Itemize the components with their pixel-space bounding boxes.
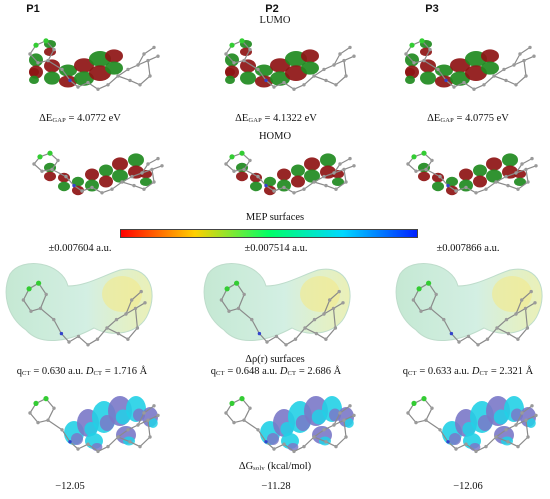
density-difference-p2: [210, 381, 360, 466]
solvation-energy-p1: −12.05: [55, 481, 85, 492]
mep-surface-p3: [392, 256, 550, 355]
density-difference-p3: [392, 381, 542, 466]
energy-gap-p1: ΔEGAP = 4.0772 eV: [39, 113, 121, 124]
mep-surface-p1: [2, 256, 160, 355]
lumo-orbital-p2: [210, 26, 360, 111]
energy-gap-p2: ΔEGAP = 4.1322 eV: [235, 113, 317, 124]
mep-range-p3: ±0.007866 a.u.: [436, 243, 500, 254]
lumo-orbital-p3: [390, 26, 540, 111]
column-header-p3: P3: [425, 3, 439, 15]
charge-transfer-p3: qCT = 0.633 a.u. DCT = 2.321 Å: [402, 366, 534, 377]
lumo-orbital-p1: [14, 26, 164, 111]
solvation-energy-p2: −11.28: [261, 481, 291, 492]
solvation-energy-p3: −12.06: [453, 481, 483, 492]
mep-range-p2: ±0.007514 a.u.: [244, 243, 308, 254]
column-header-p2: P2: [265, 3, 279, 15]
mep-color-scale: [120, 229, 418, 238]
charge-transfer-p2: qCT = 0.648 a.u. DCT = 2.686 Å: [210, 366, 342, 377]
section-title-density-difference: Δρ(r) surfaces: [245, 354, 305, 365]
homo-orbital-p1: [18, 142, 168, 213]
homo-orbital-p3: [392, 142, 542, 213]
section-title-homo: HOMO: [258, 131, 292, 142]
density-difference-p1: [14, 381, 164, 466]
section-title-solvation-energy: ΔGsolv (kcal/mol): [238, 461, 312, 472]
mep-surface-p2: [200, 256, 358, 355]
energy-gap-p3: ΔEGAP = 4.0775 eV: [427, 113, 509, 124]
section-title-lumo: LUMO: [259, 15, 291, 26]
column-header-p1: P1: [26, 3, 40, 15]
homo-orbital-p2: [210, 142, 360, 213]
mep-range-p1: ±0.007604 a.u.: [48, 243, 112, 254]
charge-transfer-p1: qCT = 0.630 a.u. DCT = 1.716 Å: [16, 366, 148, 377]
section-title-mep: MEP surfaces: [245, 212, 305, 223]
